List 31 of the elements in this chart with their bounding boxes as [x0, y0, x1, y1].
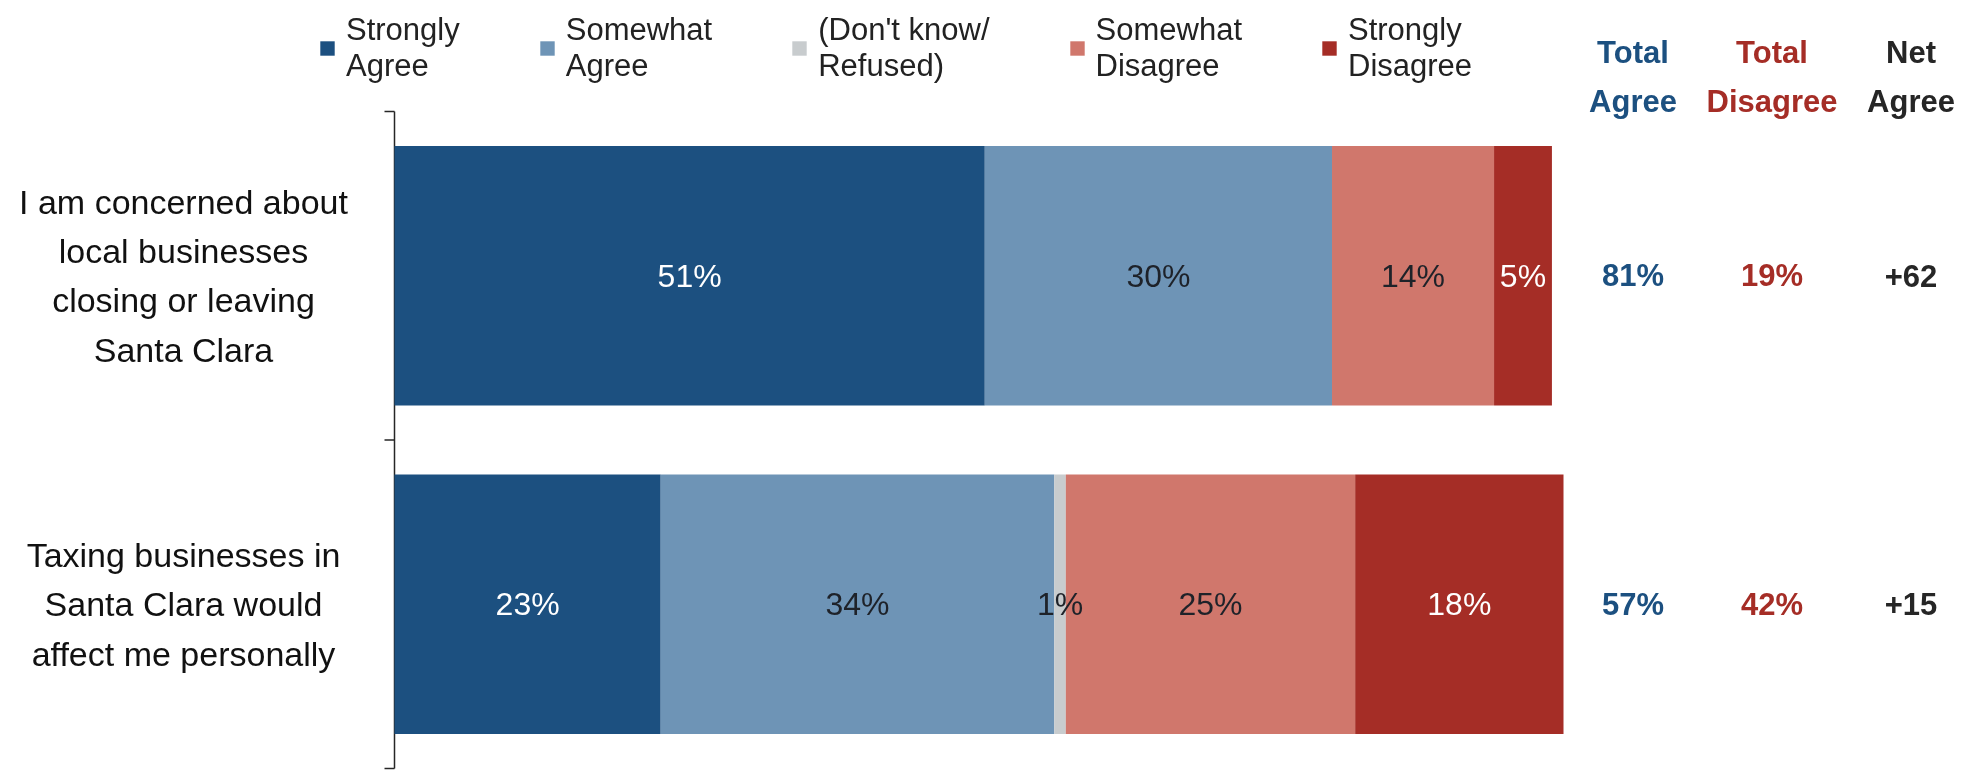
- data-label: 5%: [1499, 257, 1547, 294]
- bar: [1332, 145, 1495, 406]
- data-label: 14%: [1381, 257, 1446, 294]
- bar: [394, 145, 985, 406]
- text: 19%: [1740, 258, 1804, 294]
- text: Total Agree: [1589, 34, 1677, 119]
- y-tick-label: Taxing businesses in Santa Clara would affect me personally: [26, 535, 341, 673]
- data-label: 1%: [1036, 586, 1084, 623]
- text: +62: [1884, 258, 1938, 294]
- bar: [394, 474, 661, 735]
- data-label: 23%: [495, 586, 560, 623]
- legend-label: Strongly Agree: [346, 12, 460, 84]
- text: Total Disagree: [1706, 34, 1838, 119]
- legend-label: Somewhat Disagree: [1095, 12, 1242, 84]
- text: Net Agree: [1867, 34, 1955, 119]
- data-label: 51%: [657, 257, 722, 294]
- text: 81%: [1601, 258, 1665, 294]
- bar: [1494, 145, 1552, 406]
- data-label: 18%: [1427, 586, 1492, 623]
- text: +15: [1884, 587, 1938, 623]
- y-tick-label: I am concerned about local businesses closing or leaving Santa Clara: [19, 182, 349, 369]
- text: 57%: [1601, 586, 1665, 622]
- data-label: 25%: [1178, 586, 1243, 623]
- bar: [984, 145, 1333, 406]
- data-label: 30%: [1126, 257, 1191, 294]
- data-label: 34%: [825, 586, 890, 623]
- legend-label: (Don't know/ Refused): [818, 12, 990, 84]
- bar: [1355, 474, 1564, 735]
- legend-label: Somewhat Agree: [565, 12, 713, 84]
- legend-label: Strongly Disagree: [1348, 12, 1473, 84]
- text: 42%: [1740, 586, 1804, 622]
